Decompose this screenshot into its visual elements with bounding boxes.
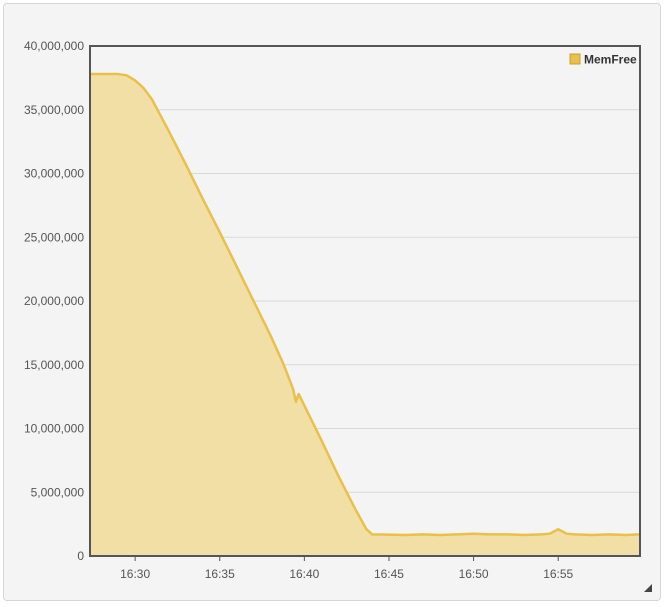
legend-label: MemFree [584, 53, 637, 67]
y-tick-label: 5,000,000 [31, 485, 85, 499]
y-tick-label: 10,000,000 [24, 422, 84, 436]
series-area-memfree [90, 74, 640, 557]
series-line-memfree [90, 72, 641, 537]
x-tick-label: 16:35 [205, 567, 235, 581]
y-tick-label: 40,000,000 [24, 39, 84, 53]
plot-frame [89, 45, 641, 557]
x-tick-label: 16:30 [120, 567, 150, 581]
x-tick-label: 16:50 [459, 567, 489, 581]
y-tick-label: 25,000,000 [24, 230, 84, 244]
y-tick-label: 35,000,000 [24, 103, 84, 117]
x-tick-label: 16:40 [289, 567, 319, 581]
legend-swatch [569, 53, 581, 65]
y-tick-label: 20,000,000 [24, 294, 84, 308]
y-tick-label: 30,000,000 [24, 167, 84, 181]
resize-handle-icon[interactable] [644, 584, 652, 592]
x-tick-label: 16:55 [543, 567, 573, 581]
memfree-chart: 0 5,000,000 10,000,000 15,000,000 20,000,000… [24, 39, 641, 581]
y-tick-label: 0 [77, 549, 84, 563]
chart-panel: 0 5,000,000 10,000,000 15,000,000 20,000,000… [3, 3, 661, 601]
x-tick-label: 16:45 [374, 567, 404, 581]
y-tick-label: 15,000,000 [24, 358, 84, 372]
